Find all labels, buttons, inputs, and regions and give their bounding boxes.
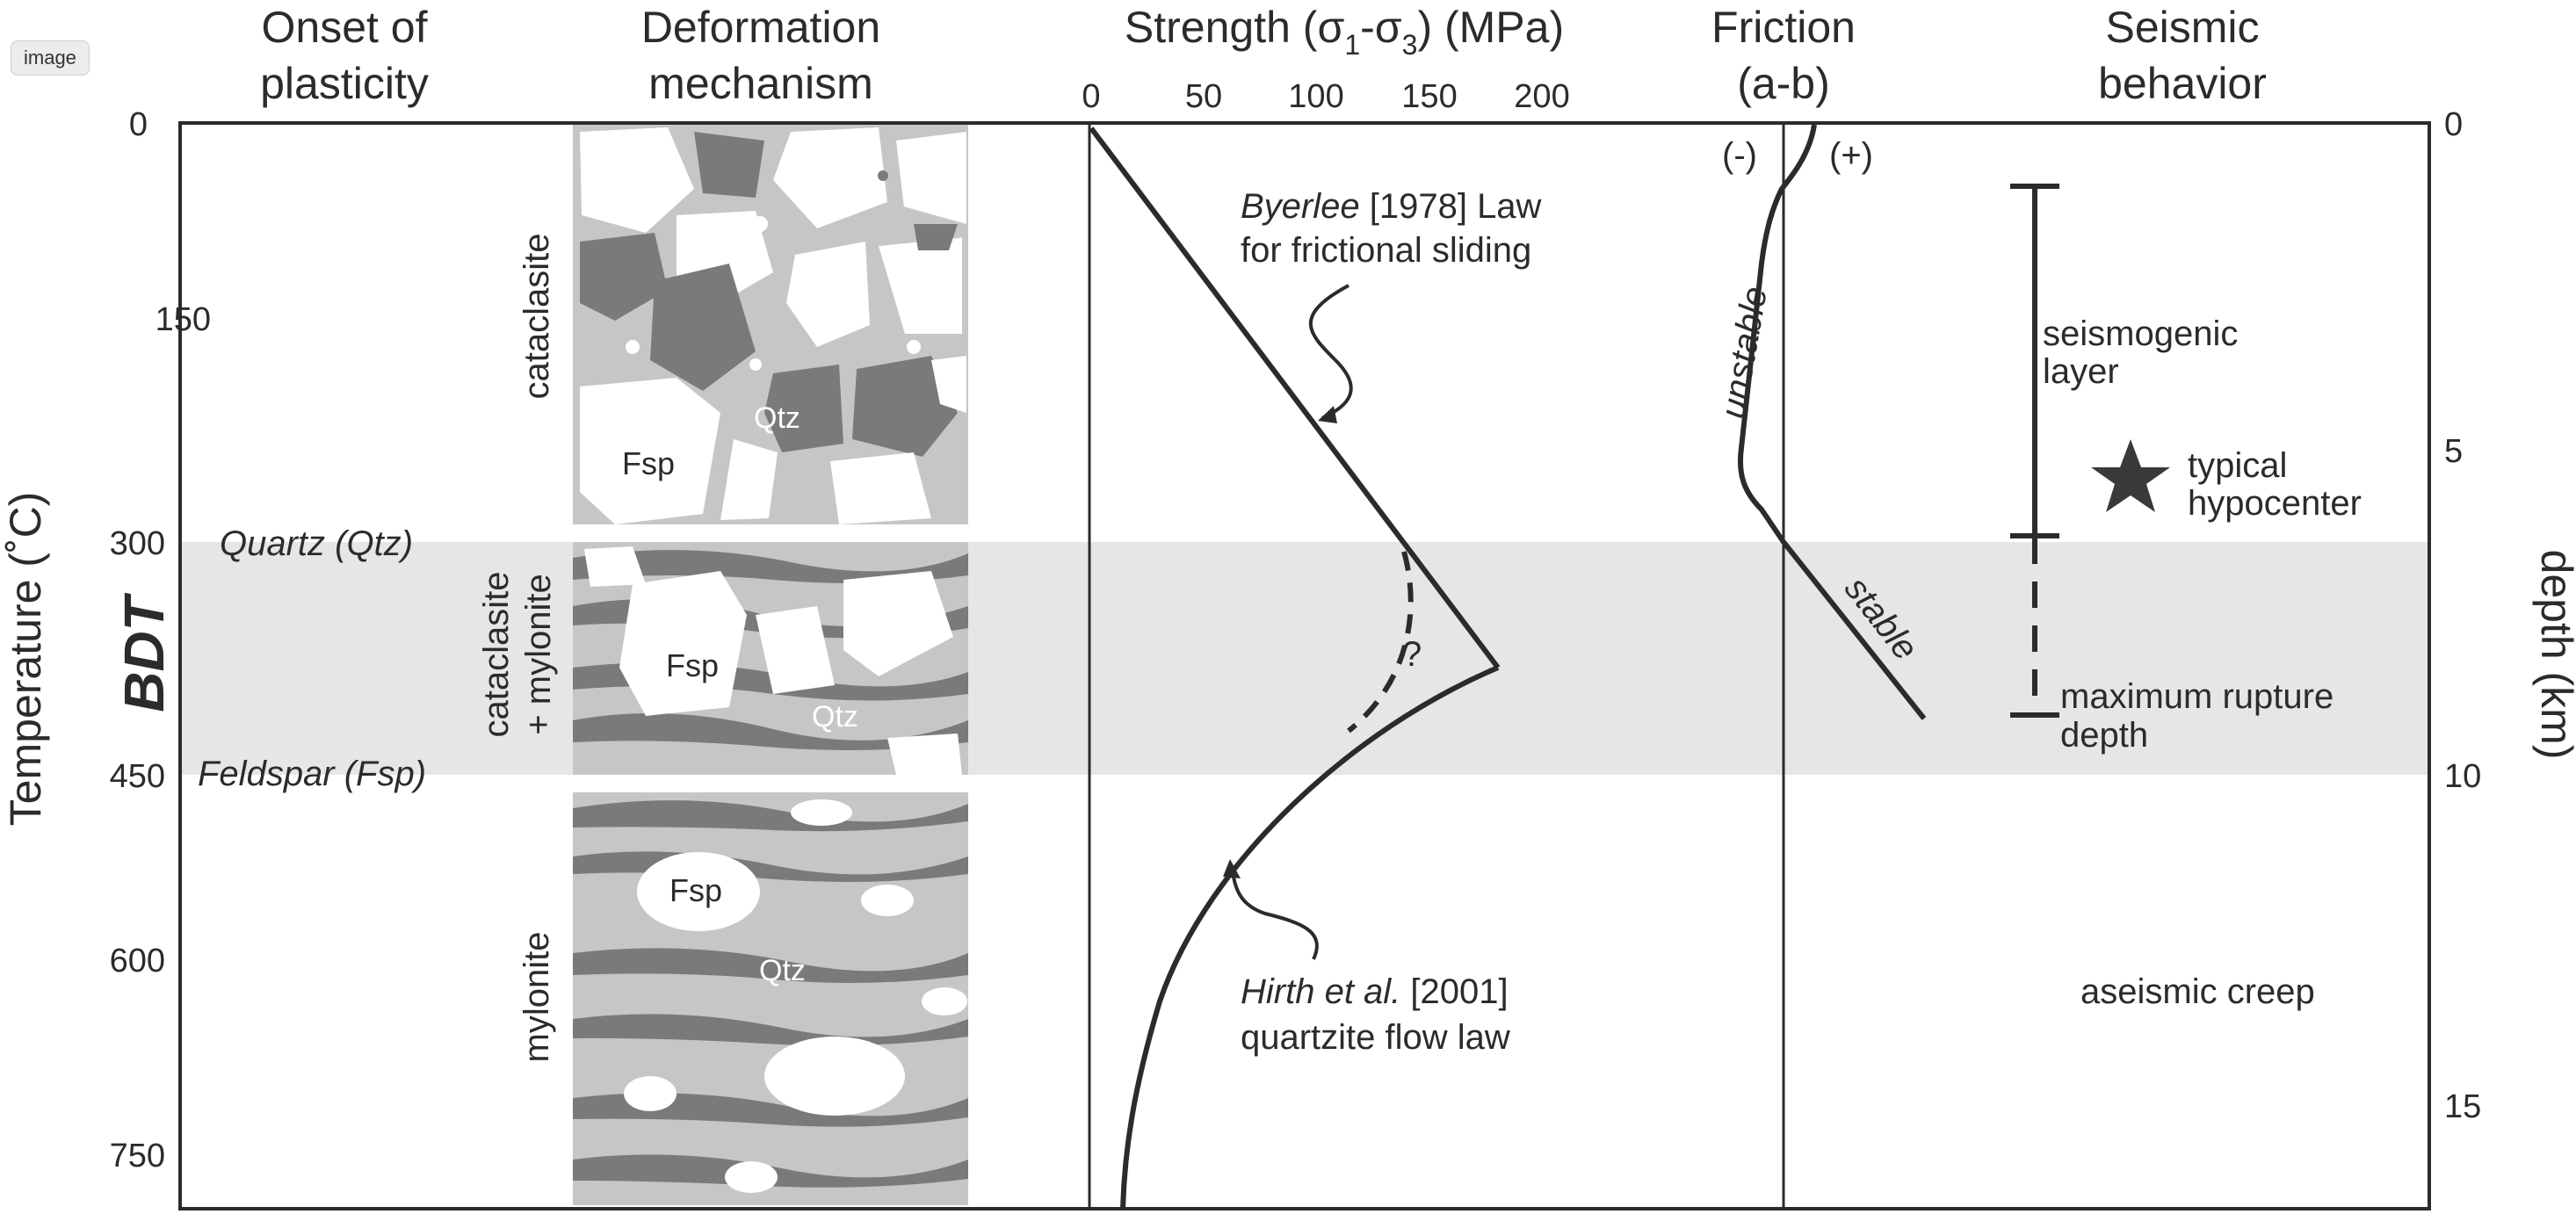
rupture-label-line1: maximum rupture bbox=[2060, 677, 2334, 716]
header-strength: Strength (σ1-σ3) (MPa) bbox=[1125, 3, 1564, 61]
strength-tick-50: 50 bbox=[1185, 78, 1222, 115]
depth-tick-10: 10 bbox=[2444, 758, 2481, 795]
byerlee-pointer bbox=[1308, 284, 1353, 420]
depth-tick-15: 15 bbox=[2444, 1088, 2481, 1125]
seismogenic-label-line1: seismogenic bbox=[2043, 314, 2238, 353]
cataclasite-texture bbox=[573, 125, 968, 524]
hirth-arrowhead bbox=[1223, 859, 1241, 878]
bdt-label: BDT bbox=[112, 592, 176, 712]
mechanism-mixed-label-line2: + mylonite bbox=[519, 574, 558, 734]
mechanism-mylonite-label: mylonite bbox=[517, 932, 556, 1063]
header-onset-line1: Onset of bbox=[262, 3, 428, 52]
byerlee-arrowhead bbox=[1318, 406, 1337, 423]
cataclasite-qtz-label: Qtz bbox=[754, 401, 800, 435]
plot-frame bbox=[178, 121, 2431, 1210]
header-deformation-line1: Deformation bbox=[641, 3, 880, 52]
mylonite-texture bbox=[573, 792, 968, 1205]
temperature-axis-label: Temperature (˚C) bbox=[1, 492, 50, 827]
friction-unstable-label: unstable bbox=[1714, 284, 1776, 422]
mixed-texture bbox=[573, 542, 968, 775]
depth-tick-5: 5 bbox=[2444, 433, 2463, 470]
strength-tick-200: 200 bbox=[1514, 78, 1569, 115]
seismogenic-label-line2: layer bbox=[2043, 352, 2119, 391]
mixed-fsp-label: Fsp bbox=[666, 647, 719, 683]
quartz-onset-label: Quartz (Qtz) bbox=[220, 524, 413, 563]
transition-question-mark: ? bbox=[1402, 635, 1422, 674]
strength-tick-0: 0 bbox=[1082, 78, 1100, 115]
header-onset-line2: plasticity bbox=[260, 59, 429, 108]
hypocenter-label-line2: hypocenter bbox=[2188, 484, 2362, 523]
header-seismic-line2: behavior bbox=[2098, 59, 2267, 108]
friction-curve bbox=[1737, 124, 1927, 720]
mylonite-fsp-label: Fsp bbox=[669, 872, 722, 908]
byerlee-curve bbox=[1089, 126, 1501, 669]
rupture-label-line2: depth bbox=[2060, 716, 2148, 755]
friction-plus-label: (+) bbox=[1829, 136, 1873, 175]
hypocenter-label-line1: typical bbox=[2188, 446, 2287, 485]
cataclasite-fsp-label: Fsp bbox=[622, 445, 675, 481]
byerlee-label-line1: Byerlee [1978] Law bbox=[1241, 187, 1542, 226]
header-seismic-line1: Seismic bbox=[2105, 3, 2259, 52]
hirth-label-line1: Hirth et al. [2001] bbox=[1241, 972, 1509, 1011]
feldspar-onset-label: Feldspar (Fsp) bbox=[198, 755, 426, 793]
hirth-flow-law-curve bbox=[1120, 665, 1500, 1210]
strength-tick-150: 150 bbox=[1401, 78, 1457, 115]
header-friction-line1: Friction bbox=[1711, 3, 1856, 52]
byerlee-label-line2: for frictional sliding bbox=[1241, 231, 1531, 270]
hypocenter-star-icon bbox=[2091, 439, 2170, 512]
temp-tick-600: 600 bbox=[110, 943, 165, 979]
aseismic-creep-label: aseismic creep bbox=[2080, 972, 2315, 1011]
temp-tick-450: 450 bbox=[110, 758, 165, 795]
mechanism-cataclasite-label: cataclasite bbox=[517, 234, 556, 400]
temp-tick-300: 300 bbox=[110, 525, 165, 562]
mylonite-qtz-label: Qtz bbox=[759, 954, 806, 987]
temp-tick-750: 750 bbox=[110, 1138, 165, 1174]
header-deformation-line2: mechanism bbox=[648, 59, 873, 108]
temp-tick-150: 150 bbox=[156, 301, 211, 338]
depth-tick-0: 0 bbox=[2444, 106, 2463, 143]
friction-minus-label: (-) bbox=[1722, 136, 1757, 175]
mixed-qtz-label: Qtz bbox=[812, 700, 858, 733]
hirth-pointer bbox=[1230, 864, 1319, 960]
depth-axis-label: depth (km) bbox=[2532, 550, 2576, 760]
uncertain-transition-curve bbox=[1347, 551, 1414, 733]
image-tag: image bbox=[11, 40, 90, 76]
bdt-band bbox=[180, 542, 2429, 775]
strength-tick-100: 100 bbox=[1288, 78, 1343, 115]
hirth-label-line2: quartzite flow law bbox=[1241, 1018, 1510, 1057]
temp-tick-0: 0 bbox=[129, 106, 148, 143]
header-friction-line2: (a-b) bbox=[1737, 59, 1830, 108]
mechanism-mixed-label-line1: cataclasite bbox=[477, 572, 516, 738]
